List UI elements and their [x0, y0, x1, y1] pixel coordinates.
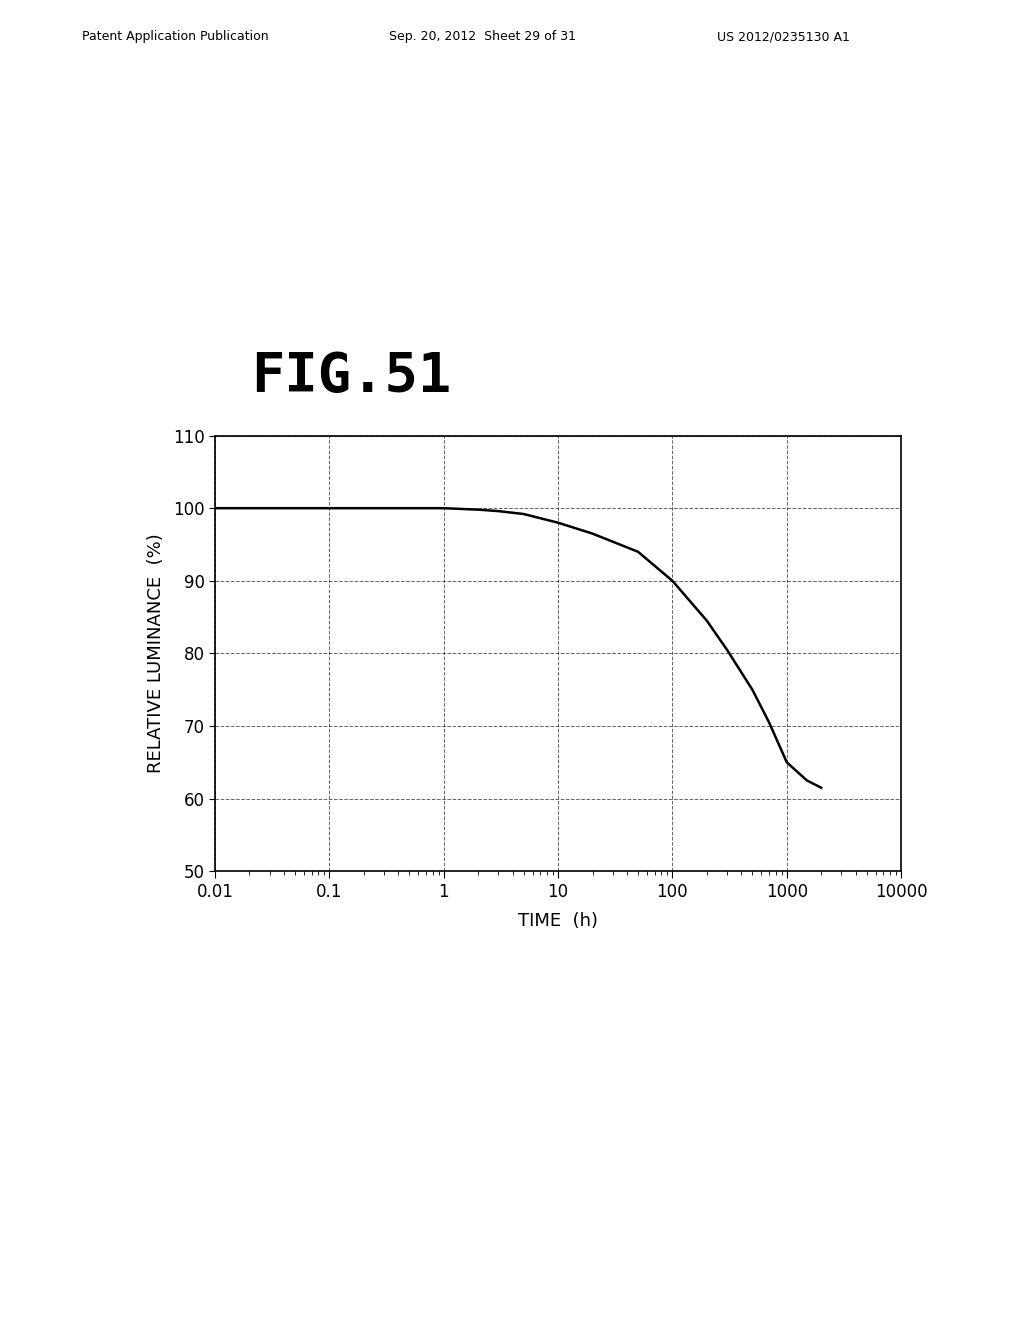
Y-axis label: RELATIVE LUMINANCE  (%): RELATIVE LUMINANCE (%) [146, 533, 165, 774]
Text: US 2012/0235130 A1: US 2012/0235130 A1 [717, 30, 850, 44]
Text: FIG.51: FIG.51 [251, 350, 452, 403]
Text: Patent Application Publication: Patent Application Publication [82, 30, 268, 44]
X-axis label: TIME  (h): TIME (h) [518, 912, 598, 931]
Text: Sep. 20, 2012  Sheet 29 of 31: Sep. 20, 2012 Sheet 29 of 31 [389, 30, 577, 44]
